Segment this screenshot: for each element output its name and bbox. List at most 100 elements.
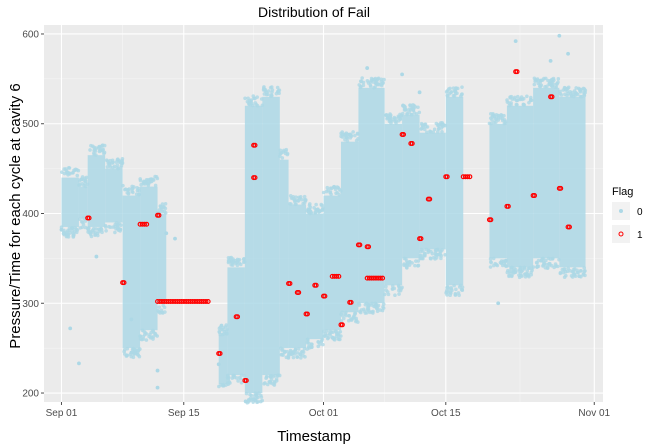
x-tick-label: Nov 01: [578, 408, 610, 419]
flag-0-point: [83, 176, 87, 181]
flag-0-band: [384, 123, 403, 286]
flag-0-point: [251, 94, 256, 98]
flag-0-point: [298, 352, 303, 357]
flag-1-point: [339, 322, 345, 328]
flag-0-point: [418, 253, 423, 258]
flag-0-point: [525, 94, 529, 99]
flag-0-point: [93, 149, 98, 153]
flag-1-point: [252, 142, 258, 148]
flag-0-point: [499, 261, 504, 265]
flag-0-band: [559, 96, 586, 268]
legend-label-0: 0: [637, 207, 643, 218]
flag-0-point: [404, 265, 409, 270]
flag-0-point: [528, 97, 533, 102]
flag-0-point: [229, 255, 234, 260]
flag-1-point: [380, 275, 386, 281]
flag-0-point: [380, 308, 385, 313]
flag-0-point: [436, 127, 441, 131]
flag-0-point: [339, 334, 343, 338]
flag-0-point: [372, 86, 376, 90]
y-axis: 200 300 400 500 600: [22, 29, 44, 400]
flag-0-point: [114, 220, 119, 225]
flag-0-point: [299, 197, 304, 202]
flag-1-point: [121, 280, 127, 286]
flag-0-point: [448, 293, 452, 298]
flag-0-point: [434, 248, 439, 252]
flag-0-point: [135, 185, 139, 190]
flag-0-point: [397, 292, 401, 296]
flag-0-point: [503, 119, 508, 124]
flag-0-point: [142, 329, 146, 334]
flag-0-point: [533, 79, 537, 84]
flag-0-point: [357, 301, 361, 306]
flag-0-point: [522, 266, 527, 271]
flag-0-band: [61, 177, 79, 227]
flag-0-point: [99, 226, 104, 231]
flag-0-point: [104, 225, 108, 229]
flag-0-point: [532, 82, 537, 87]
flag-0-point: [568, 89, 572, 94]
flag-0-point: [173, 236, 177, 241]
flag-0-point: [295, 355, 300, 359]
chart-title: Distribution of Fail: [258, 4, 370, 20]
flag-0-point: [541, 263, 546, 267]
flag-0-point: [98, 148, 102, 153]
flag-0-point: [381, 302, 386, 306]
flag-0-point: [138, 177, 143, 181]
flag-0-point: [558, 271, 563, 276]
flag-0-point: [65, 234, 70, 238]
flag-0-point: [530, 268, 534, 273]
flag-0-point: [271, 382, 276, 386]
flag-0-point: [321, 190, 326, 195]
flag-0-point: [488, 257, 493, 261]
flag-1-points: [85, 69, 572, 383]
flag-0-point: [452, 283, 456, 288]
flag-1-point: [377, 275, 383, 281]
flag-1-point: [322, 293, 328, 299]
flag-0-point: [149, 335, 154, 340]
flag-0-band: [105, 168, 123, 223]
flag-0-point: [513, 39, 518, 44]
flag-0-point: [365, 66, 370, 70]
flag-0-point: [277, 91, 281, 96]
flag-0-point: [275, 85, 280, 90]
flag-0-point: [291, 355, 296, 360]
flag-0-point: [75, 173, 80, 178]
flag-0-point: [417, 90, 422, 95]
flag-0-point: [454, 287, 458, 292]
flag-1-point: [336, 273, 342, 279]
y-tick-label: 300: [22, 299, 39, 310]
flag-0-point: [572, 89, 577, 93]
flag-0-point: [228, 381, 232, 385]
flag-0-point: [400, 111, 405, 116]
flag-0-band: [288, 204, 307, 349]
flag-0-point: [239, 381, 244, 385]
flag-0-point: [332, 185, 337, 190]
flag-0-point: [529, 272, 534, 277]
flag-1-point: [549, 94, 555, 100]
flag-0-point: [397, 288, 401, 293]
flag-0-point: [369, 303, 374, 307]
flag-0-point: [331, 330, 335, 334]
flag-0-point: [509, 265, 513, 270]
flag-1-point: [252, 175, 258, 181]
flag-1-point: [141, 221, 147, 227]
flag-0-point: [280, 347, 285, 352]
flag-0-point: [94, 153, 98, 157]
flag-0-point: [320, 208, 325, 213]
flag-1-point: [348, 299, 354, 305]
flag-0-band: [506, 105, 534, 268]
flag-0-point: [509, 274, 514, 279]
flag-0-band: [340, 141, 359, 313]
flag-0-point: [274, 378, 279, 383]
flag-0-point: [236, 379, 240, 383]
flag-0-point: [547, 263, 552, 267]
flag-0-point: [288, 201, 292, 206]
flag-0-point: [355, 131, 360, 136]
flag-0-point: [226, 258, 231, 263]
flag-0-point: [385, 116, 389, 121]
flag-0-point: [118, 229, 122, 233]
flag-0-point: [159, 204, 163, 209]
flag-0-point: [144, 338, 149, 342]
